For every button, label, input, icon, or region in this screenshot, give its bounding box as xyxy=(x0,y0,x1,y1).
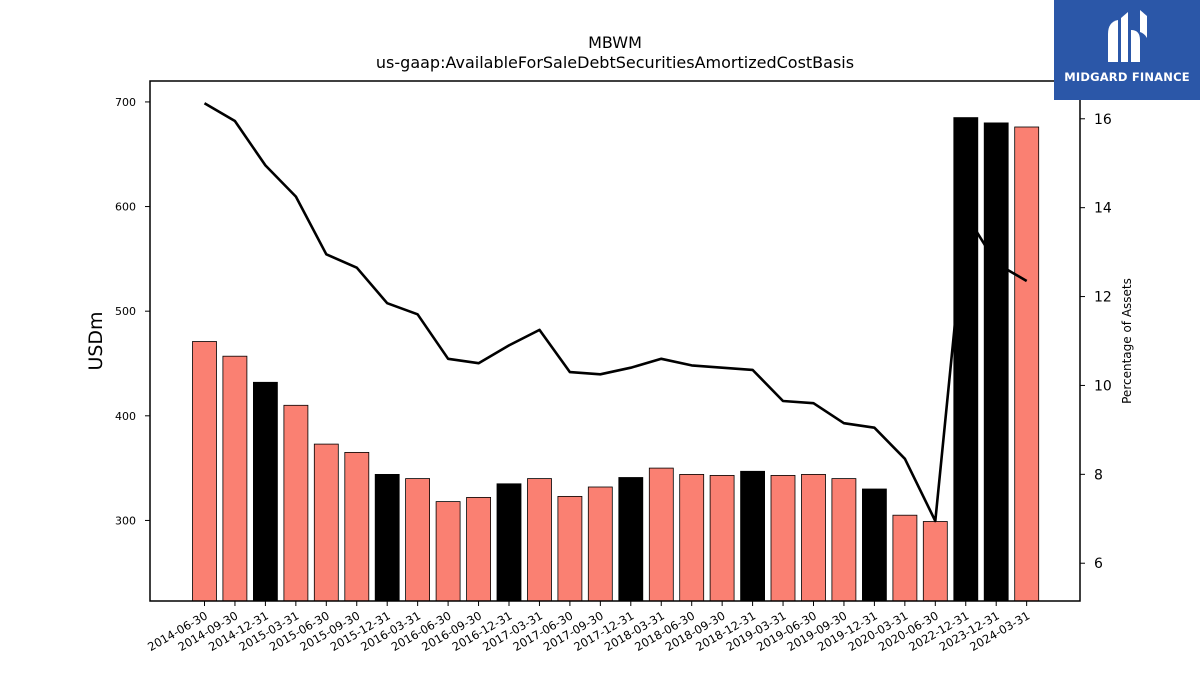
x-axis: 2014-06-302014-09-302014-12-312015-03-31… xyxy=(145,601,1032,654)
chart-title: MBWM xyxy=(588,33,642,52)
y-tick-label: 400 xyxy=(115,410,136,423)
bar-2014-09-30 xyxy=(222,355,248,602)
bar-2022-12-31 xyxy=(953,117,979,602)
y-tick-label: 500 xyxy=(115,305,136,318)
line-layer xyxy=(203,102,1028,523)
bar-2018-12-31 xyxy=(740,470,765,602)
bar-2014-12-31 xyxy=(252,381,278,602)
bar-2023-12-31 xyxy=(983,122,1009,602)
bar-2019-06-30 xyxy=(801,473,826,602)
bar-2015-06-30 xyxy=(313,443,339,602)
logo-text: MIDGARD FINANCE xyxy=(1064,70,1190,84)
y-tick-label: 300 xyxy=(115,514,136,527)
chart-subtitle: us-gaap:AvailableForSaleDebtSecuritiesAm… xyxy=(376,53,854,72)
y2-tick-label: 10 xyxy=(1094,378,1112,394)
y-tick-label: 600 xyxy=(115,201,136,214)
y2-tick-label: 14 xyxy=(1094,201,1112,217)
bar-2019-03-31 xyxy=(770,474,796,602)
bar-2020-06-30 xyxy=(922,521,948,602)
left-axis: 300 400 500 600 700 xyxy=(115,96,150,527)
midgard-logo-icon xyxy=(1108,10,1147,62)
y2-tick-label: 12 xyxy=(1094,290,1112,306)
y2-tick-label: 6 xyxy=(1094,556,1103,572)
bar-2018-09-30 xyxy=(709,474,735,602)
bar-2015-12-31 xyxy=(374,473,400,602)
y2-tick-label: 16 xyxy=(1094,112,1112,128)
bar-2019-09-30 xyxy=(831,478,857,602)
bar-2016-09-30 xyxy=(466,496,492,602)
bar-2018-03-31 xyxy=(648,467,674,602)
bar-2015-03-31 xyxy=(283,404,309,602)
bar-2016-06-30 xyxy=(435,501,461,602)
right-axis: 6 8 10 12 14 16 xyxy=(1080,112,1112,572)
bar-2024-03-31 xyxy=(1014,126,1040,602)
bar-2020-03-31 xyxy=(892,514,918,602)
bar-2018-06-30 xyxy=(679,473,705,602)
bar-2017-12-31 xyxy=(618,477,644,602)
y-axis-label: USDm xyxy=(85,311,107,370)
plot-frame xyxy=(149,80,1081,602)
y2-tick-label: 8 xyxy=(1094,467,1103,483)
bar-2017-06-30 xyxy=(557,495,583,602)
bar-2015-09-30 xyxy=(344,451,370,602)
bar-2019-12-31 xyxy=(862,488,887,602)
bar-2017-09-30 xyxy=(587,486,613,602)
bars-layer xyxy=(192,117,1040,602)
bar-2016-03-31 xyxy=(405,478,431,602)
bar-2017-03-31 xyxy=(527,478,552,602)
percentage-line xyxy=(203,102,1028,523)
bar-2016-12-31 xyxy=(496,483,522,602)
bar-2014-06-30 xyxy=(192,341,217,602)
y-tick-label: 700 xyxy=(115,96,136,109)
y2-axis-label: Percentage of Assets xyxy=(1120,278,1134,404)
midgard-finance-logo: MIDGARD FINANCE xyxy=(1054,0,1200,100)
